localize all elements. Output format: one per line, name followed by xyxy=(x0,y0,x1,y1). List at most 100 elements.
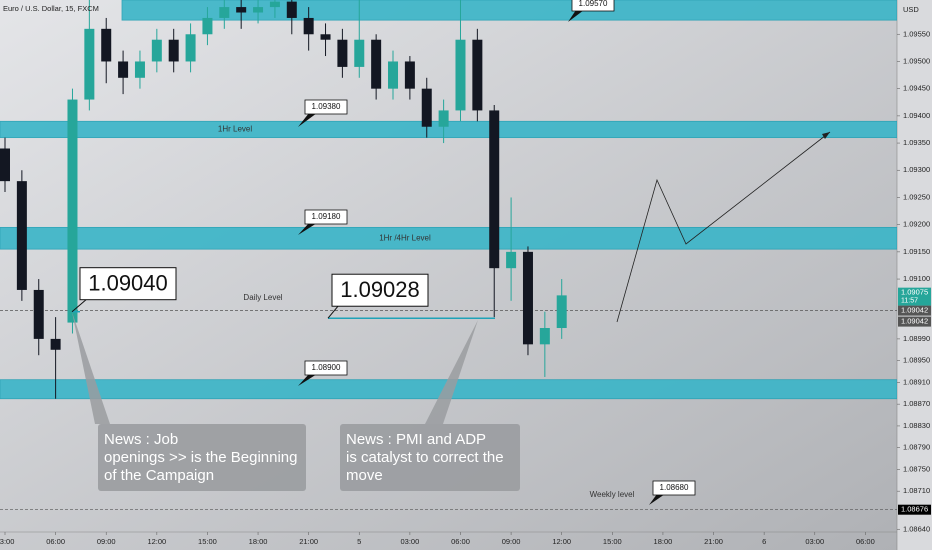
x-tick-label: 03:00 xyxy=(805,537,824,546)
callout-box xyxy=(304,99,348,115)
candle-body xyxy=(354,39,365,67)
y-tick-label: 1.08710 xyxy=(903,486,930,495)
callout-label: 1.09570 xyxy=(579,0,608,8)
zones xyxy=(0,0,897,511)
callout-pointer xyxy=(568,10,584,22)
candle-body xyxy=(337,39,348,67)
callout-label: 1.09380 xyxy=(312,102,341,111)
candle-body xyxy=(286,1,297,18)
price-marker-label: 1.08676 xyxy=(901,505,928,514)
candle-body xyxy=(320,34,331,40)
candle-body xyxy=(84,28,95,100)
callout-pointer xyxy=(298,374,317,386)
chart-title: Euro / U.S. Dollar, 15, FXCM xyxy=(3,4,99,13)
callout-box xyxy=(571,0,615,12)
candle-body xyxy=(67,99,78,323)
callout-box xyxy=(304,360,348,376)
candle-body xyxy=(50,338,61,350)
candle-body xyxy=(269,1,280,8)
level-label: Weekly level xyxy=(590,490,635,499)
zone-label: 1Hr Level xyxy=(218,125,252,134)
price-axis xyxy=(897,0,932,550)
big-label-pointer xyxy=(71,299,87,313)
price-marker-label: 1.09042 xyxy=(901,317,928,326)
news-text: News : PMI and ADP xyxy=(346,431,486,448)
candle-body xyxy=(236,7,247,13)
y-tick-label: 1.08640 xyxy=(903,524,930,533)
price-marker xyxy=(898,305,931,316)
candle-body xyxy=(489,110,500,269)
y-tick-label: 1.09250 xyxy=(903,192,930,201)
candles xyxy=(0,0,567,399)
y-tick-label: 1.08870 xyxy=(903,399,930,408)
candle-body xyxy=(101,28,112,62)
news-text: openings >> is the Beginning xyxy=(104,449,297,466)
y-tick-label: 1.09550 xyxy=(903,29,930,38)
annotations: 1.09570 1Hr Level 1.09380 1Hr /4Hr Level 1.0… xyxy=(71,0,831,505)
x-tick-label: 12:00 xyxy=(552,537,571,546)
callout-wedge xyxy=(425,320,478,424)
level-zone xyxy=(0,226,897,250)
price-marker xyxy=(898,504,931,515)
candle-body xyxy=(118,61,129,78)
candle-body xyxy=(202,17,213,35)
big-label-pointer xyxy=(327,305,339,319)
y-tick-label: 1.08750 xyxy=(903,464,930,473)
callout-label: 1.08900 xyxy=(312,363,341,372)
price-countdown: 11:57 xyxy=(901,297,918,304)
candle-body xyxy=(472,39,483,111)
y-tick-label: 1.09200 xyxy=(903,220,930,229)
candle-body xyxy=(556,295,567,329)
candle-body xyxy=(506,251,517,269)
candle-body xyxy=(388,61,399,89)
candle-body xyxy=(522,251,533,345)
zone-label: 1Hr /4Hr Level xyxy=(379,233,431,242)
level-label: Daily Level xyxy=(243,293,282,302)
news-text: of the Campaign xyxy=(104,467,214,484)
y-tick-label: 1.08830 xyxy=(903,421,930,430)
x-tick-label: 09:00 xyxy=(97,537,116,546)
y-tick-label: 1.09300 xyxy=(903,165,930,174)
callout-pointer xyxy=(298,223,317,235)
y-tick-label: 1.08950 xyxy=(903,356,930,365)
x-tick-label: 21:00 xyxy=(299,537,318,546)
big-label-text: 1.09028 xyxy=(340,277,420,302)
candle-body xyxy=(168,39,179,62)
y-tick-label: 1.09350 xyxy=(903,138,930,147)
x-tick-label: 06:00 xyxy=(856,537,875,546)
y-tick-label: 1.09500 xyxy=(903,56,930,65)
big-label-text: 1.09040 xyxy=(88,271,168,296)
x-tick-label: 09:00 xyxy=(502,537,521,546)
y-tick-label: 1.09100 xyxy=(903,274,930,283)
level-zone xyxy=(121,0,897,21)
x-tick-label: 18:00 xyxy=(249,537,268,546)
news-text: move xyxy=(346,467,383,484)
arrow-head xyxy=(822,132,830,139)
candle-body xyxy=(371,39,382,89)
candle-body xyxy=(421,88,432,127)
x-tick-label: 03:00 xyxy=(400,537,419,546)
candle-body xyxy=(438,110,449,127)
candle-body xyxy=(16,181,27,290)
candle-body xyxy=(185,34,196,62)
x-tick-label: 21:00 xyxy=(704,537,723,546)
news-box xyxy=(98,424,306,491)
x-tick-label: 5 xyxy=(357,537,361,546)
candle-body xyxy=(33,289,44,339)
callout-box xyxy=(652,480,696,496)
callout-wedge xyxy=(72,312,110,424)
projection-path xyxy=(616,131,831,323)
x-tick-label: 15:00 xyxy=(603,537,622,546)
y-tick-label: 1.08910 xyxy=(903,377,930,386)
price-marker xyxy=(898,316,931,327)
y-tick-label: 1.09400 xyxy=(903,111,930,120)
price-marker xyxy=(898,287,931,306)
news-box xyxy=(340,424,520,491)
callout-label: 1.09180 xyxy=(312,212,341,221)
callout-box xyxy=(304,209,348,225)
candle-body xyxy=(539,328,550,345)
callout-pointer xyxy=(298,113,317,127)
x-tick-label: 15:00 xyxy=(198,537,217,546)
x-tick-label: 06:00 xyxy=(451,537,470,546)
